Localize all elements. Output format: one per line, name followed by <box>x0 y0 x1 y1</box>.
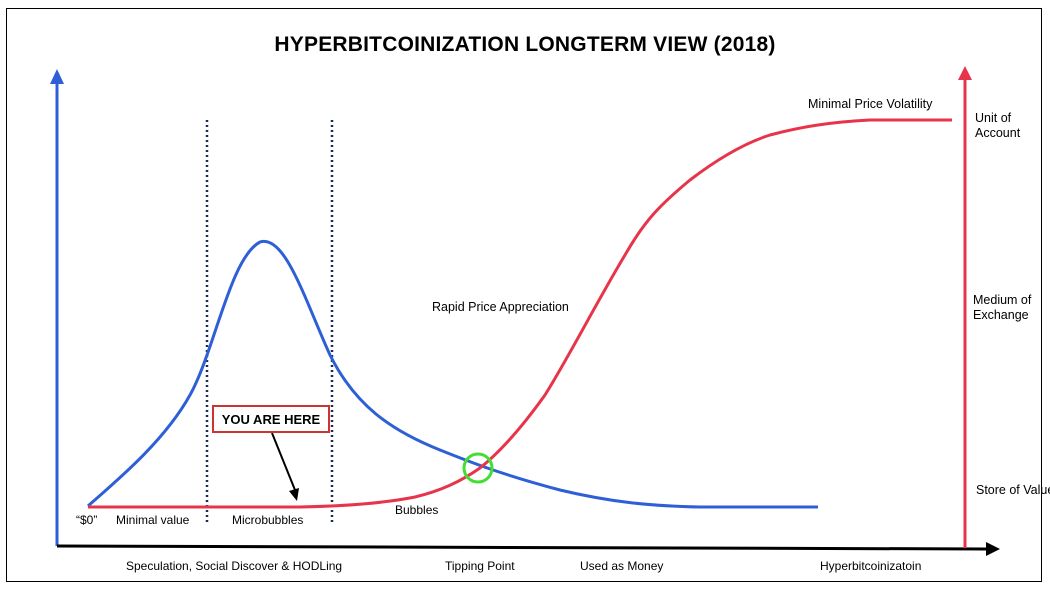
red-adoption-curve <box>88 118 952 509</box>
diagram-frame <box>6 8 1042 582</box>
medium-of-exchange-label: Medium of Exchange <box>973 293 1032 322</box>
microbubbles-label: Microbubbles <box>232 513 304 527</box>
left-y-axis-arrowhead <box>50 69 64 84</box>
bubbles-label: Bubbles <box>395 503 439 517</box>
diagram-title: HYPERBITCOINIZATION LONGTERM VIEW (2018) <box>274 33 776 56</box>
x-axis <box>56 544 987 551</box>
you-are-here-arrowhead <box>289 488 299 501</box>
you-are-here-box: YOU ARE HERE <box>212 405 330 433</box>
store-of-value-label: Store of Value <box>976 483 1050 497</box>
you-are-here-arrow-line <box>271 432 296 491</box>
minimal-value-label: Minimal value <box>116 513 190 527</box>
speculation-stage-label: Speculation, Social Discover & HODLing <box>126 559 343 573</box>
right-y-axis-arrowhead <box>958 66 972 80</box>
tipping-point-circle <box>462 452 494 484</box>
blue-bubble-curve <box>87 239 818 509</box>
minimal-price-volatility-label: Minimal Price Volatility <box>808 97 933 111</box>
used-as-money-label: Used as Money <box>580 559 664 573</box>
tipping-point-label: Tipping Point <box>445 559 515 573</box>
zero-value-label: “$0” <box>76 513 98 527</box>
rapid-price-appreciation-label: Rapid Price Appreciation <box>432 300 569 314</box>
unit-of-account-label: Unit of Account <box>975 111 1021 140</box>
x-axis-arrowhead <box>986 542 1000 556</box>
hyperbitcoinization-label: Hyperbitcoinizatoin <box>820 559 922 573</box>
